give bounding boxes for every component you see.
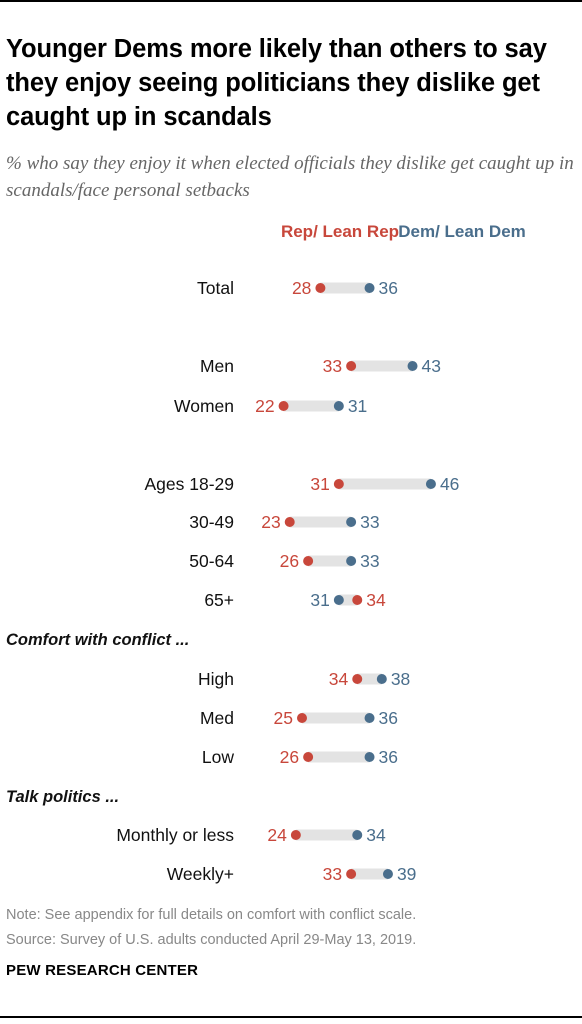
dem-value-monthly-or-less: 34 xyxy=(366,825,386,845)
dem-value-50-64: 33 xyxy=(360,551,379,571)
rep-value-ages-18-29: 31 xyxy=(310,474,329,494)
rep-dot-50-64 xyxy=(303,556,314,566)
dem-value-65: 31 xyxy=(310,590,329,610)
dem-value-men: 43 xyxy=(422,356,441,376)
section-heading-2: Talk politics ... xyxy=(6,788,119,806)
row-label-30-49: 30-49 xyxy=(189,512,234,532)
rep-value-women: 22 xyxy=(255,396,274,416)
dem-dot-high xyxy=(376,674,387,684)
dem-dot-30-49 xyxy=(346,517,357,527)
dem-dot-ages-18-29 xyxy=(425,479,436,489)
rep-value-30-49: 23 xyxy=(261,512,280,532)
dem-dot-weekly xyxy=(382,869,393,879)
rep-dot-ages-18-29 xyxy=(333,479,344,489)
rep-value-65: 34 xyxy=(366,590,386,610)
row-label-high: High xyxy=(198,669,234,689)
rep-value-high: 34 xyxy=(329,669,349,689)
rep-dot-med xyxy=(297,713,307,723)
dem-dot-monthly-or-less xyxy=(352,830,363,840)
rep-value-total: 28 xyxy=(292,278,311,298)
dem-value-high: 38 xyxy=(391,669,410,689)
row-label-65: 65+ xyxy=(204,590,234,610)
bottom-rule xyxy=(0,1016,582,1018)
rep-dot-total xyxy=(315,283,326,293)
rep-value-weekly: 33 xyxy=(323,864,342,884)
rep-dot-monthly-or-less xyxy=(290,830,301,840)
dem-dot-women xyxy=(333,401,344,411)
row-label-women: Women xyxy=(174,396,234,416)
rep-dot-weekly xyxy=(346,869,357,879)
dem-dot-men xyxy=(407,361,418,371)
row-label-low: Low xyxy=(202,747,234,767)
row-label-50-64: 50-64 xyxy=(189,551,234,571)
rep-dot-high xyxy=(352,674,363,684)
dem-value-total: 36 xyxy=(379,278,398,298)
rep-value-med: 25 xyxy=(274,708,293,728)
dem-dot-total xyxy=(364,283,375,293)
dem-value-ages-18-29: 46 xyxy=(440,474,459,494)
rep-dot-low xyxy=(303,752,314,762)
rep-value-monthly-or-less: 24 xyxy=(267,825,287,845)
row-label-men: Men xyxy=(200,356,234,376)
rep-dot-women xyxy=(278,401,289,411)
dem-value-weekly: 39 xyxy=(397,864,416,884)
dem-value-women: 31 xyxy=(348,396,367,416)
brand-logo-text: PEW RESEARCH CENTER xyxy=(6,962,199,979)
row-label-weekly: Weekly+ xyxy=(167,864,234,884)
legend-rep: Rep/ Lean Rep xyxy=(280,222,400,241)
rep-value-low: 26 xyxy=(280,747,299,767)
dem-value-low: 36 xyxy=(379,747,398,767)
dem-dot-50-64 xyxy=(346,556,357,566)
rep-value-50-64: 26 xyxy=(280,551,299,571)
dot-plot: Comfort with conflict ... Talk politics .… xyxy=(6,278,459,884)
legend-dem: Dem/ Lean Dem xyxy=(398,222,526,241)
rep-dot-30-49 xyxy=(284,517,295,527)
dem-value-30-49: 33 xyxy=(360,512,379,532)
dem-dot-med xyxy=(364,713,375,723)
row-label-med: Med xyxy=(200,708,234,728)
chart-subtitle: % who say they enjoy it when elected off… xyxy=(6,153,574,201)
dem-value-med: 36 xyxy=(379,708,398,728)
row-label-total: Total xyxy=(197,278,234,298)
rep-dot-65 xyxy=(352,595,363,605)
dem-dot-65 xyxy=(333,595,344,605)
rep-value-men: 33 xyxy=(323,356,342,376)
section-heading-1: Comfort with conflict ... xyxy=(6,631,189,649)
row-label-monthly-or-less: Monthly or less xyxy=(116,825,234,845)
rep-dot-men xyxy=(346,361,357,371)
dem-dot-low xyxy=(364,752,375,762)
note-text: Note: See appendix for full details on c… xyxy=(6,907,417,923)
source-text: Source: Survey of U.S. adults conducted … xyxy=(6,932,417,948)
top-rule xyxy=(0,0,582,2)
chart-title: Younger Dems more likely than others to … xyxy=(6,35,547,131)
row-label-ages-18-29: Ages 18-29 xyxy=(144,474,234,494)
